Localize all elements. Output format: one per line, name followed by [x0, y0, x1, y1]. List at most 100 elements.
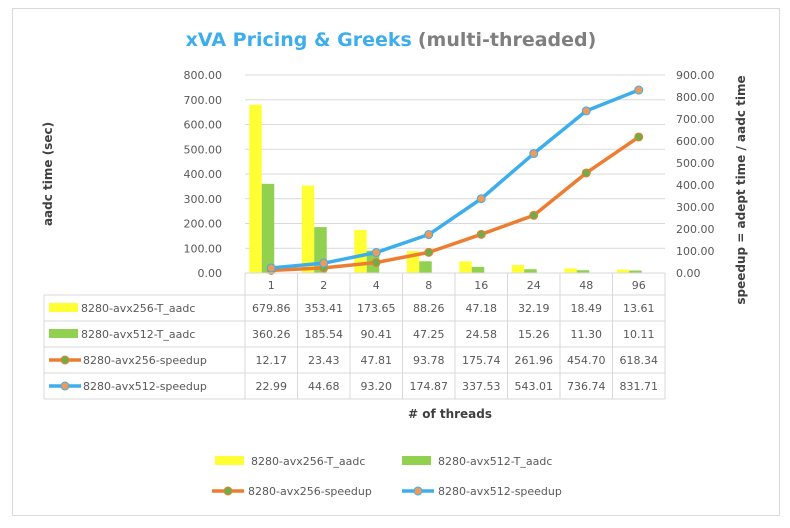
y-tick-label: 600.00 — [184, 119, 223, 132]
marker-8280-avx512-speedup — [319, 258, 329, 268]
line-8280-avx512-speedup — [271, 88, 640, 270]
y2-tick-label: 0.00 — [676, 267, 701, 280]
table-cell: 175.74 — [462, 354, 501, 367]
y2-tick-label: 400.00 — [676, 179, 715, 192]
table-cell: 736.74 — [567, 380, 606, 393]
table-cell: 353.41 — [305, 302, 344, 315]
table-cell: 543.01 — [515, 380, 554, 393]
bar-8280-avx256-T_aadc — [511, 265, 525, 273]
table-cell: 47.81 — [361, 354, 393, 367]
table-cell: 93.20 — [361, 380, 393, 393]
legend-key-8280-avx512-T_aadc — [49, 329, 78, 338]
legend-key-8280-avx256-T_aadc — [215, 456, 244, 465]
title-main: xVA Pricing & Greeks — [186, 29, 412, 51]
x-axis-label: # of threads — [408, 407, 492, 421]
x-tick-label: 2 — [320, 279, 327, 292]
marker-8280-avx512-speedup — [476, 194, 486, 204]
bar-8280-avx256-T_aadc — [459, 261, 472, 273]
bar-8280-avx512-T_aadc — [629, 270, 642, 273]
x-tick-label: 24 — [527, 279, 541, 292]
y-tick-label: 800.00 — [184, 69, 223, 82]
x-tick-label: 96 — [632, 279, 646, 292]
y-tick-label: 700.00 — [184, 94, 223, 107]
x-tick-label: 4 — [373, 279, 380, 292]
table-row-label: 8280-avx256-speedup — [83, 354, 207, 367]
table-cell: 88.26 — [413, 302, 445, 315]
marker-8280-avx512-speedup — [581, 106, 591, 116]
table-cell: 13.61 — [623, 302, 655, 315]
marker-8280-avx256-speedup — [424, 247, 434, 257]
table-cell: 261.96 — [515, 354, 554, 367]
legend-marker-8280-avx512-speedup — [413, 486, 423, 496]
table-row-label: 8280-avx256-T_aadc — [81, 302, 195, 315]
table-cell: 454.70 — [567, 354, 606, 367]
y2-tick-label: 200.00 — [676, 223, 715, 236]
legend-key-8280-avx512-T_aadc — [402, 456, 431, 465]
marker-8280-avx512-speedup — [266, 263, 276, 273]
title-sub: (multi-threaded) — [418, 29, 596, 51]
legend-marker-8280-avx512-speedup — [60, 381, 70, 391]
table-cell: 185.54 — [305, 328, 344, 341]
y2-tick-label: 700.00 — [676, 113, 715, 126]
table-cell: 679.86 — [252, 302, 291, 315]
bar-8280-avx512-T_aadc — [471, 266, 485, 273]
x-tick-label: 1 — [268, 279, 275, 292]
y-axis-label: aadc time (sec) — [41, 122, 55, 226]
marker-8280-avx512-speedup — [424, 230, 434, 240]
x-tick-label: 8 — [425, 279, 432, 292]
bar-8280-avx256-T_aadc — [354, 230, 367, 273]
bar-8280-avx512-T_aadc — [576, 270, 590, 273]
table-cell: 618.34 — [620, 354, 659, 367]
x-tick-label: 48 — [579, 279, 593, 292]
table-row-label: 8280-avx512-T_aadc — [81, 328, 195, 341]
bar-8280-avx256-T_aadc — [249, 104, 262, 273]
marker-8280-avx256-speedup — [634, 132, 644, 142]
bar-8280-avx256-T_aadc — [301, 185, 315, 273]
y2-tick-label: 100.00 — [676, 245, 715, 258]
legend-marker-8280-avx256-speedup — [60, 355, 70, 365]
bar-8280-avx256-T_aadc — [564, 268, 577, 273]
legend-key-8280-avx256-T_aadc — [49, 303, 78, 312]
bar-8280-avx512-T_aadc — [524, 269, 537, 273]
table-cell: 174.87 — [410, 380, 449, 393]
x-tick-label: 16 — [474, 279, 488, 292]
table-cell: 15.26 — [518, 328, 550, 341]
legend-label: 8280-avx256-T_aadc — [251, 455, 365, 468]
marker-8280-avx256-speedup — [529, 210, 539, 220]
y2-tick-label: 600.00 — [676, 135, 715, 148]
y2-tick-label: 500.00 — [676, 157, 715, 170]
marker-8280-avx512-speedup — [371, 247, 381, 257]
table-cell: 360.26 — [252, 328, 291, 341]
marker-8280-avx256-speedup — [371, 257, 381, 267]
table-cell: 12.17 — [256, 354, 288, 367]
bar-8280-avx512-T_aadc — [261, 183, 275, 273]
y-tick-label: 100.00 — [184, 242, 223, 255]
table-cell: 44.68 — [308, 380, 340, 393]
legend-label: 8280-avx256-speedup — [248, 485, 372, 498]
table-cell: 23.43 — [308, 354, 340, 367]
chart-title: xVA Pricing & Greeks (multi-threaded) — [186, 29, 597, 51]
table-cell: 173.65 — [357, 302, 396, 315]
marker-8280-avx256-speedup — [581, 168, 591, 178]
y2-tick-label: 900.00 — [676, 69, 715, 82]
table-cell: 32.19 — [518, 302, 550, 315]
table-cell: 90.41 — [361, 328, 393, 341]
y-tick-label: 200.00 — [184, 218, 223, 231]
table-cell: 93.78 — [413, 354, 445, 367]
y2-axis-label: speedup = adept time / aadc time — [734, 75, 748, 304]
table-cell: 831.71 — [620, 380, 659, 393]
table-cell: 47.18 — [466, 302, 498, 315]
chart-frame — [12, 8, 780, 516]
table-cell: 18.49 — [571, 302, 603, 315]
table-cell: 10.11 — [623, 328, 655, 341]
bar-8280-avx512-T_aadc — [419, 261, 432, 273]
table-row-label: 8280-avx512-speedup — [83, 380, 207, 393]
marker-8280-avx512-speedup — [529, 149, 539, 159]
y-tick-label: 300.00 — [184, 193, 223, 206]
y2-tick-label: 300.00 — [676, 201, 715, 214]
table-cell: 47.25 — [413, 328, 445, 341]
y2-tick-label: 800.00 — [676, 91, 715, 104]
marker-8280-avx512-speedup — [634, 85, 644, 95]
line-8280-avx256-speedup — [271, 135, 640, 273]
